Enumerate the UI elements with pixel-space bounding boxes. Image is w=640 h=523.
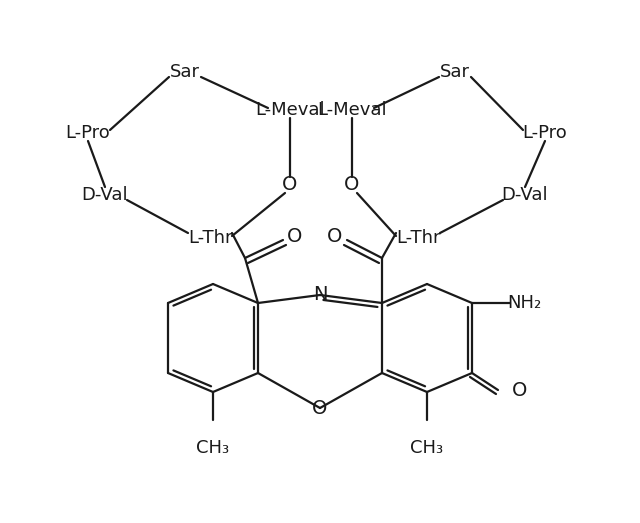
Text: L-Thr: L-Thr [396,229,440,247]
Text: CH₃: CH₃ [410,439,444,457]
Text: O: O [282,176,298,195]
Text: L-Thr: L-Thr [188,229,232,247]
Text: Sar: Sar [170,63,200,81]
Text: L-Pro: L-Pro [523,124,568,142]
Text: O: O [327,228,342,246]
Text: O: O [344,176,360,195]
Text: CH₃: CH₃ [196,439,230,457]
Text: D-Val: D-Val [502,186,548,204]
Text: NH₂: NH₂ [507,294,541,312]
Text: Sar: Sar [440,63,470,81]
Text: O: O [312,399,328,417]
Text: L-Meval: L-Meval [317,101,387,119]
Text: O: O [287,228,303,246]
Text: L-Pro: L-Pro [66,124,110,142]
Text: O: O [512,381,528,400]
Text: L-Meval: L-Meval [255,101,325,119]
Text: N: N [313,286,327,304]
Text: D-Val: D-Val [82,186,128,204]
